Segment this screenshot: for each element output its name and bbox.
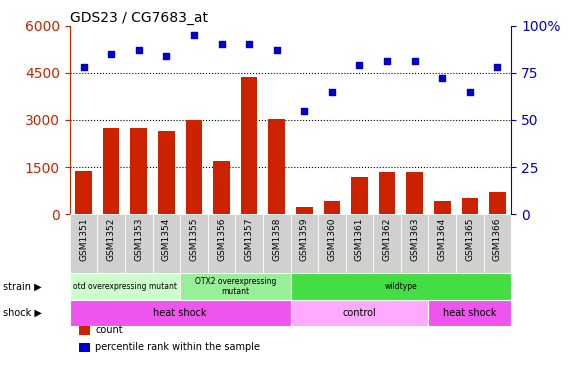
Bar: [78, 326, 89, 335]
Point: [106, 51, 116, 57]
Text: otd overexpressing mutant: otd overexpressing mutant: [73, 282, 177, 291]
Bar: [158, 131, 175, 214]
Bar: [374, 214, 401, 273]
Bar: [208, 214, 235, 273]
Text: percentile rank within the sample: percentile rank within the sample: [95, 342, 260, 352]
Text: GSM1354: GSM1354: [162, 217, 171, 261]
Text: strain ▶: strain ▶: [3, 281, 41, 291]
Point: [382, 59, 392, 64]
Bar: [346, 214, 374, 273]
Point: [410, 59, 419, 64]
Bar: [76, 171, 92, 214]
Bar: [263, 214, 290, 273]
Text: control: control: [343, 308, 376, 318]
Bar: [241, 78, 257, 214]
Text: GSM1351: GSM1351: [79, 217, 88, 261]
Bar: [324, 201, 340, 214]
Bar: [103, 128, 120, 214]
Text: heat shock: heat shock: [153, 308, 207, 318]
Bar: [152, 214, 180, 273]
Bar: [180, 214, 208, 273]
Bar: [98, 214, 125, 273]
Text: GSM1357: GSM1357: [245, 217, 253, 261]
Point: [79, 64, 88, 70]
Bar: [462, 198, 478, 214]
Text: GSM1358: GSM1358: [272, 217, 281, 261]
Point: [493, 64, 502, 70]
Text: GSM1362: GSM1362: [383, 217, 392, 261]
Text: GSM1364: GSM1364: [438, 217, 447, 261]
Bar: [434, 201, 451, 214]
Text: GSM1353: GSM1353: [134, 217, 143, 261]
Text: GSM1355: GSM1355: [189, 217, 198, 261]
Point: [465, 89, 475, 94]
Bar: [429, 300, 511, 326]
Bar: [70, 273, 180, 300]
Bar: [379, 172, 395, 214]
Point: [437, 75, 447, 81]
Point: [355, 62, 364, 68]
Point: [189, 32, 199, 38]
Bar: [268, 119, 285, 214]
Bar: [318, 214, 346, 273]
Bar: [290, 214, 318, 273]
Text: GSM1359: GSM1359: [300, 217, 309, 261]
Bar: [290, 300, 429, 326]
Text: GDS23 / CG7683_at: GDS23 / CG7683_at: [70, 11, 208, 25]
Text: GSM1356: GSM1356: [217, 217, 226, 261]
Bar: [235, 214, 263, 273]
Point: [327, 89, 336, 94]
Bar: [484, 214, 511, 273]
Bar: [429, 214, 456, 273]
Bar: [70, 214, 98, 273]
Text: GSM1363: GSM1363: [410, 217, 419, 261]
Bar: [489, 192, 505, 214]
Point: [272, 47, 281, 53]
Point: [245, 42, 254, 48]
Text: count: count: [95, 325, 123, 336]
Bar: [352, 176, 368, 214]
Bar: [78, 343, 89, 352]
Bar: [125, 214, 152, 273]
Point: [134, 47, 144, 53]
Text: shock ▶: shock ▶: [3, 308, 42, 318]
Text: wildtype: wildtype: [385, 282, 417, 291]
Text: GSM1366: GSM1366: [493, 217, 502, 261]
Text: GSM1360: GSM1360: [328, 217, 336, 261]
Bar: [213, 161, 230, 214]
Point: [217, 42, 226, 48]
Bar: [401, 214, 429, 273]
Bar: [70, 300, 290, 326]
Text: GSM1361: GSM1361: [355, 217, 364, 261]
Bar: [407, 172, 423, 214]
Point: [162, 53, 171, 59]
Bar: [131, 128, 147, 214]
Point: [300, 108, 309, 113]
Bar: [180, 273, 290, 300]
Bar: [296, 207, 313, 214]
Bar: [186, 120, 202, 214]
Text: GSM1365: GSM1365: [465, 217, 474, 261]
Text: heat shock: heat shock: [443, 308, 497, 318]
Bar: [456, 214, 484, 273]
Bar: [290, 273, 511, 300]
Text: GSM1352: GSM1352: [107, 217, 116, 261]
Text: OTX2 overexpressing
mutant: OTX2 overexpressing mutant: [195, 277, 276, 296]
